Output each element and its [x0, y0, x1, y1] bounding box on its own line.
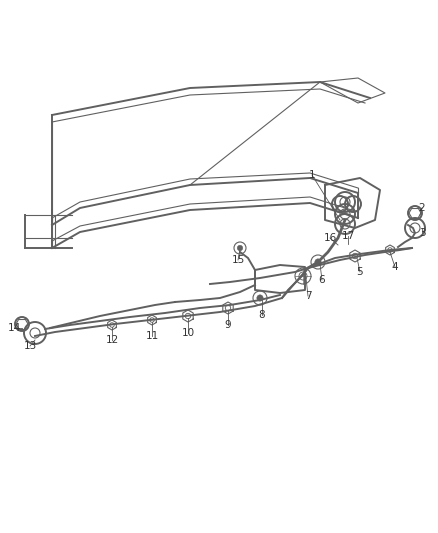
Text: 3: 3 — [418, 228, 424, 238]
Text: 12: 12 — [105, 335, 118, 345]
Text: 2: 2 — [418, 203, 424, 213]
Circle shape — [256, 295, 262, 301]
Text: 7: 7 — [304, 291, 311, 301]
Text: 17: 17 — [341, 231, 354, 241]
Text: 6: 6 — [318, 275, 325, 285]
Circle shape — [314, 259, 321, 265]
Text: 16: 16 — [323, 233, 336, 243]
Text: 11: 11 — [145, 331, 158, 341]
Text: 10: 10 — [181, 328, 194, 338]
Text: 5: 5 — [356, 267, 363, 277]
Text: 13: 13 — [23, 341, 36, 351]
Text: 15: 15 — [231, 255, 244, 265]
Text: 8: 8 — [258, 310, 265, 320]
Circle shape — [237, 245, 242, 251]
Text: 4: 4 — [391, 262, 397, 272]
Text: 9: 9 — [224, 320, 231, 330]
Text: 14: 14 — [7, 323, 21, 333]
Text: 1: 1 — [308, 170, 314, 180]
